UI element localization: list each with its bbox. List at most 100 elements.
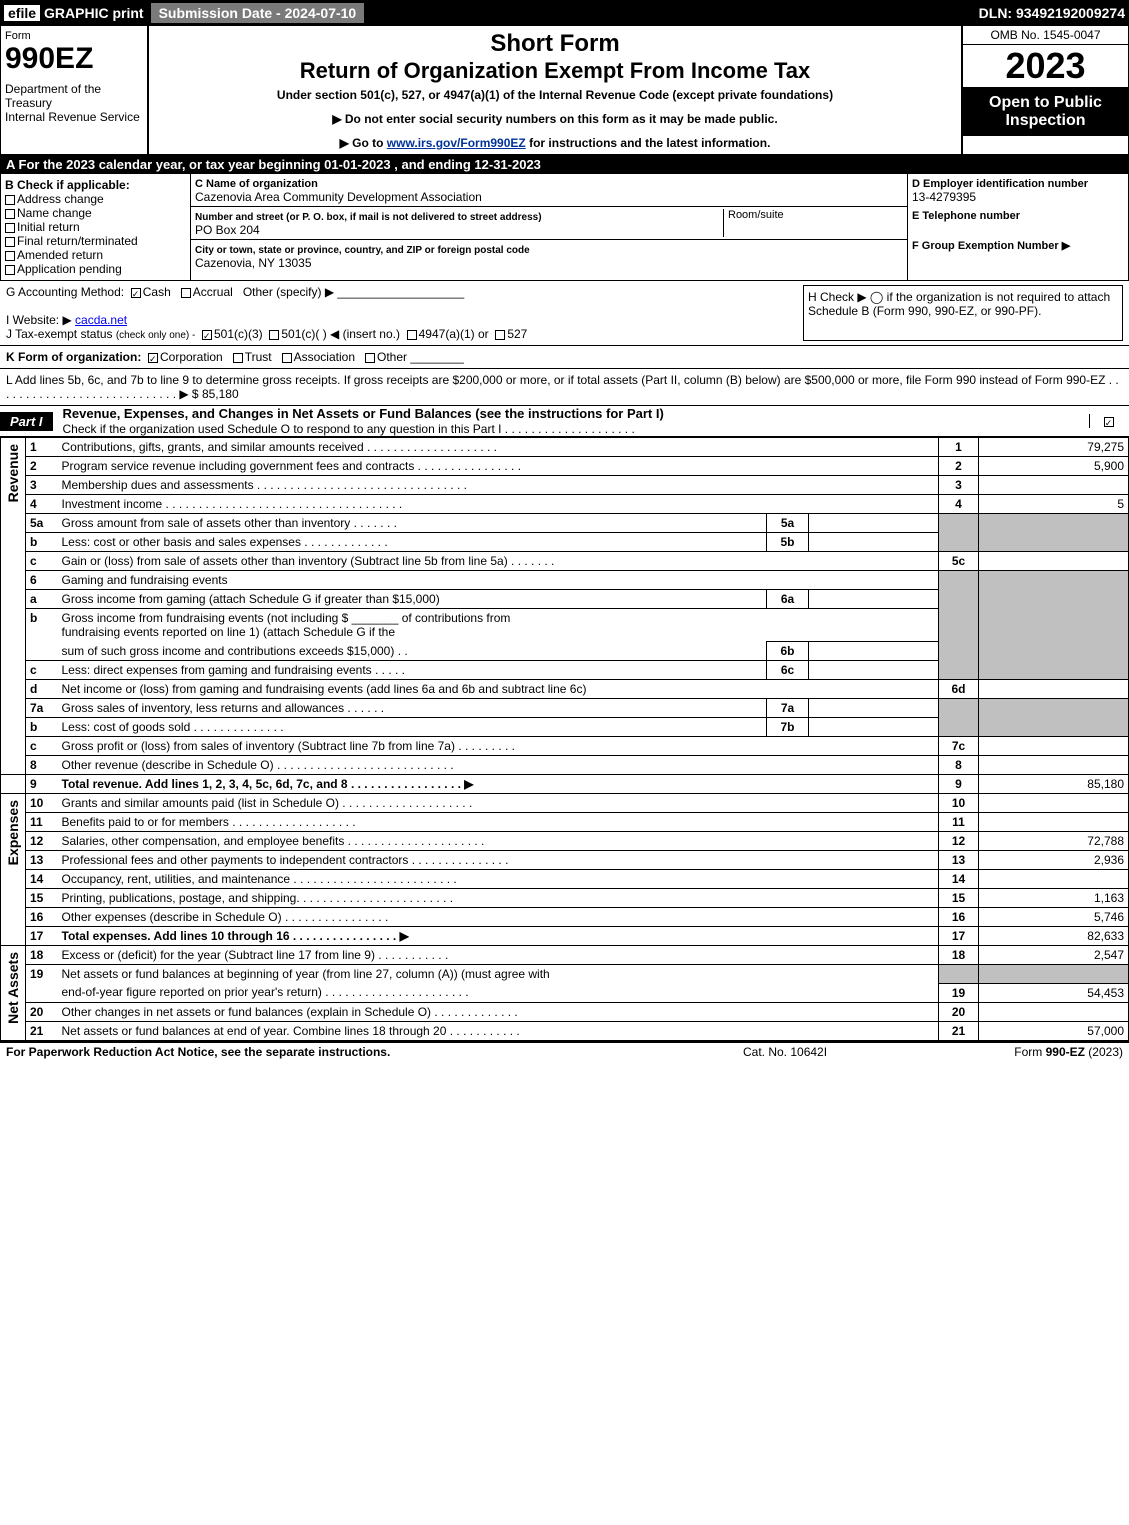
l6a-m: 6a (767, 590, 809, 609)
l12-num: 12 (26, 832, 58, 851)
parti-table: Revenue 1 Contributions, gifts, grants, … (0, 437, 1129, 1041)
l19-desc: Net assets or fund balances at beginning… (58, 965, 939, 984)
omb-number: OMB No. 1545-0047 (963, 26, 1128, 45)
return-title: Return of Organization Exempt From Incom… (153, 58, 957, 84)
l12-desc: Salaries, other compensation, and employ… (58, 832, 939, 851)
l10-rnum: 10 (939, 794, 979, 813)
chk-501c[interactable] (269, 330, 279, 340)
addr-val: PO Box 204 (195, 223, 260, 237)
efile-badge: efile (4, 5, 40, 21)
l5b-mv (809, 533, 939, 552)
chk-other-org[interactable] (365, 353, 375, 363)
submission-date: Submission Date - 2024-07-10 (150, 2, 366, 24)
lbl-amended: Amended return (17, 248, 103, 262)
irs-link[interactable]: www.irs.gov/Form990EZ (387, 136, 526, 150)
c-name-val: Cazenovia Area Community Development Ass… (195, 190, 482, 204)
l21-rnum: 21 (939, 1021, 979, 1040)
l2-rnum: 2 (939, 457, 979, 476)
chk-final[interactable] (5, 237, 15, 247)
chk-trust[interactable] (233, 353, 243, 363)
dln: DLN: 93492192009274 (979, 5, 1125, 21)
l6d-amt (979, 680, 1129, 699)
chk-amended[interactable] (5, 251, 15, 261)
l6b-mv (809, 642, 939, 661)
l8-desc: Other revenue (describe in Schedule O) .… (58, 756, 939, 775)
l20-amt (979, 1002, 1129, 1021)
box-def: D Employer identification number 13-4279… (908, 174, 1128, 280)
j-label: J Tax-exempt status (6, 327, 113, 341)
l8-rnum: 8 (939, 756, 979, 775)
lbl-501c: 501(c)( ) ◀ (insert no.) (281, 327, 400, 341)
chk-corp[interactable] (148, 353, 158, 363)
l6c-desc: Less: direct expenses from gaming and fu… (58, 661, 767, 680)
l11-num: 11 (26, 813, 58, 832)
l7a-m: 7a (767, 699, 809, 718)
l5c-num: c (26, 552, 58, 571)
l3-rnum: 3 (939, 476, 979, 495)
chk-cash[interactable] (131, 288, 141, 298)
l2-amt: 5,900 (979, 457, 1129, 476)
l20-rnum: 20 (939, 1002, 979, 1021)
print-link[interactable]: print (112, 5, 143, 21)
l15-rnum: 15 (939, 889, 979, 908)
row-gh: G Accounting Method: Cash Accrual Other … (0, 281, 1129, 345)
chk-assoc[interactable] (282, 353, 292, 363)
l5c-amt (979, 552, 1129, 571)
l20-num: 20 (26, 1002, 58, 1021)
footer-right: Form 990-EZ (2023) (943, 1045, 1123, 1059)
l21-amt: 57,000 (979, 1021, 1129, 1040)
lbl-accrual: Accrual (193, 285, 233, 299)
city-lbl: City or town, state or province, country… (195, 245, 530, 256)
l7c-rnum: 7c (939, 737, 979, 756)
l10-amt (979, 794, 1129, 813)
lbl-4947: 4947(a)(1) or (419, 327, 489, 341)
chk-schedule-o[interactable] (1104, 417, 1114, 427)
l16-num: 16 (26, 908, 58, 927)
chk-pending[interactable] (5, 265, 15, 275)
lbl-address: Address change (17, 192, 104, 206)
footer-left: For Paperwork Reduction Act Notice, see … (6, 1045, 743, 1059)
chk-4947[interactable] (407, 330, 417, 340)
l5b-m: 5b (767, 533, 809, 552)
l-amount: 85,180 (202, 387, 239, 401)
l20-desc: Other changes in net assets or fund bala… (58, 1002, 939, 1021)
part-i-label: Part I (0, 412, 53, 431)
note-link: ▶ Go to www.irs.gov/Form990EZ for instru… (153, 136, 957, 150)
irs-label: Internal Revenue Service (5, 110, 143, 124)
l10-num: 10 (26, 794, 58, 813)
l17-desc: Total expenses. Add lines 10 through 16 … (58, 927, 939, 946)
l6b-num: b (26, 609, 58, 661)
l1-amt: 79,275 (979, 438, 1129, 457)
l7b-mv (809, 718, 939, 737)
l5a-m: 5a (767, 514, 809, 533)
l7c-amt (979, 737, 1129, 756)
l6d-desc: Net income or (loss) from gaming and fun… (58, 680, 939, 699)
chk-name-change[interactable] (5, 209, 15, 219)
l7a-desc: Gross sales of inventory, less returns a… (58, 699, 767, 718)
l11-desc: Benefits paid to or for members . . . . … (58, 813, 939, 832)
chk-527[interactable] (495, 330, 505, 340)
l5c-rnum: 5c (939, 552, 979, 571)
website-link[interactable]: cacda.net (75, 313, 127, 327)
l6d-num: d (26, 680, 58, 699)
l21-num: 21 (26, 1021, 58, 1040)
l5a-desc: Gross amount from sale of assets other t… (58, 514, 767, 533)
l15-num: 15 (26, 889, 58, 908)
i-label: I Website: ▶ (6, 313, 72, 327)
l6-num: 6 (26, 571, 58, 590)
l19-rnum: 19 (939, 983, 979, 1002)
l18-amt: 2,547 (979, 946, 1129, 965)
chk-accrual[interactable] (181, 288, 191, 298)
footer-catno: Cat. No. 10642I (743, 1045, 943, 1059)
l5b-num: b (26, 533, 58, 552)
l6a-desc: Gross income from gaming (attach Schedul… (58, 590, 767, 609)
form-header: Form 990EZ Department of the Treasury In… (0, 26, 1129, 155)
chk-initial[interactable] (5, 223, 15, 233)
form-number: 990EZ (5, 42, 143, 76)
city-val: Cazenovia, NY 13035 (195, 256, 312, 270)
l17-num: 17 (26, 927, 58, 946)
chk-501c3[interactable] (202, 330, 212, 340)
l14-desc: Occupancy, rent, utilities, and maintena… (58, 870, 939, 889)
f-group-lbl: F Group Exemption Number ▶ (912, 238, 1124, 252)
chk-address-change[interactable] (5, 195, 15, 205)
